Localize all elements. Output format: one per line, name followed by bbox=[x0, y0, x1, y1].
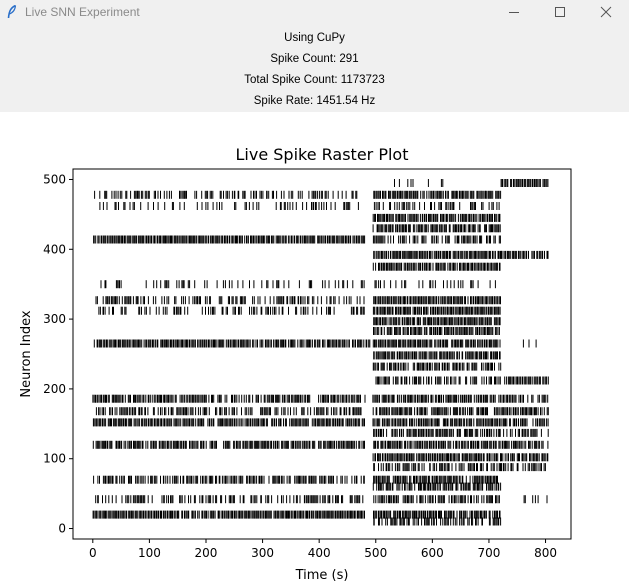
x-axis-label: Time (s) bbox=[295, 568, 349, 583]
y-axis: 0 100 200 300 400 500 bbox=[43, 172, 73, 536]
x-tick-label: 100 bbox=[138, 546, 161, 560]
window-title: Live SNN Experiment bbox=[25, 5, 140, 19]
x-tick-label: 400 bbox=[308, 546, 331, 560]
x-tick-label: 300 bbox=[251, 546, 274, 560]
x-tick-label: 600 bbox=[421, 546, 444, 560]
feather-icon bbox=[6, 5, 18, 19]
maximize-button[interactable] bbox=[537, 0, 583, 24]
x-tick-label: 500 bbox=[364, 546, 387, 560]
minimize-button[interactable] bbox=[491, 0, 537, 24]
x-tick-label: 200 bbox=[195, 546, 218, 560]
plot-frame bbox=[72, 168, 572, 540]
y-tick-label: 500 bbox=[43, 172, 66, 186]
spike-rate-label: Spike Rate: 1451.54 Hz bbox=[253, 95, 376, 107]
maximize-icon bbox=[555, 7, 565, 17]
y-tick-label: 300 bbox=[43, 312, 66, 326]
backend-label: Using CuPy bbox=[284, 32, 345, 44]
total-spike-count-label: Total Spike Count: 1173723 bbox=[244, 74, 385, 86]
minimize-icon bbox=[509, 12, 519, 13]
title-bar[interactable]: Live SNN Experiment bbox=[0, 0, 629, 24]
x-axis: 0 100 200 300 400 500 600 700 800 bbox=[89, 539, 557, 560]
y-axis-label: Neuron Index bbox=[19, 310, 34, 397]
chart-title: Live Spike Raster Plot bbox=[236, 145, 409, 164]
x-tick-label: 0 bbox=[89, 546, 97, 560]
close-button[interactable] bbox=[583, 0, 629, 24]
x-tick-label: 800 bbox=[534, 546, 557, 560]
raster-plot: Live Spike Raster Plot 0 100 200 300 400 500 6… bbox=[19, 145, 572, 583]
y-tick-label: 100 bbox=[43, 452, 66, 466]
spike-count-label: Spike Count: 291 bbox=[270, 53, 359, 65]
y-tick-label: 0 bbox=[58, 522, 66, 536]
info-panel: Using CuPy Spike Count: 291 Total Spike … bbox=[0, 24, 629, 112]
y-tick-label: 200 bbox=[43, 382, 66, 396]
y-tick-label: 400 bbox=[43, 242, 66, 256]
spike-ticks bbox=[92, 179, 549, 526]
close-icon bbox=[600, 6, 612, 18]
x-tick-label: 700 bbox=[477, 546, 500, 560]
